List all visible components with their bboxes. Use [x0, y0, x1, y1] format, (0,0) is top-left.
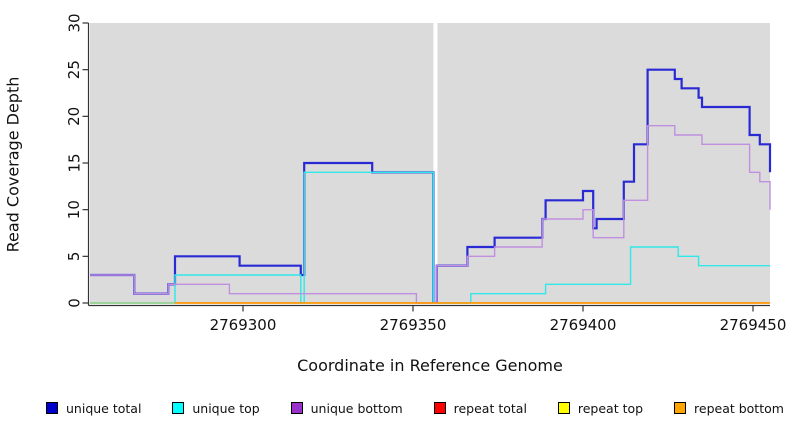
legend-item-unique-total: unique total — [46, 401, 141, 416]
x-axis-title: Coordinate in Reference Genome — [297, 356, 563, 375]
series-unique-bottom — [436, 125, 771, 303]
x-tick-label: 2769400 — [550, 316, 617, 334]
legend-item-repeat-total: repeat total — [433, 400, 527, 416]
unique-bottom-swatch — [290, 402, 303, 414]
y-tick-label: 30 — [65, 13, 83, 32]
unique-top-swatch — [172, 402, 185, 414]
y-tick-label: 0 — [65, 298, 83, 308]
legend-label: repeat total — [453, 400, 527, 416]
y-tick-label: 20 — [65, 107, 83, 126]
y-tick-label: 25 — [65, 60, 83, 79]
y-tick-label: 10 — [65, 200, 83, 219]
legend-label: unique bottom — [310, 400, 403, 416]
legend: unique total unique top unique bottom repea… — [46, 396, 784, 420]
legend-label: unique top — [192, 400, 260, 416]
y-tick-label: 5 — [65, 252, 83, 262]
repeat-bottom-swatch — [674, 402, 687, 414]
plot-panel — [90, 23, 770, 303]
y-tick-label: 15 — [65, 153, 83, 172]
legend-label: repeat top — [577, 400, 644, 416]
unique-total-swatch — [46, 402, 58, 414]
legend-label: repeat bottom — [694, 400, 784, 416]
legend-item-unique-bottom: unique bottom — [290, 400, 403, 416]
x-tick-label: 2769450 — [720, 316, 787, 334]
series-unique-total — [435, 68, 772, 303]
series-unique-top — [436, 246, 770, 304]
legend-item-unique-top: unique top — [172, 400, 260, 416]
legend-item-repeat-bottom: repeat bottom — [674, 401, 784, 416]
repeat-top-swatch — [557, 402, 570, 414]
legend-label: unique total — [66, 400, 142, 416]
x-tick-label: 2769350 — [380, 316, 447, 334]
repeat-total-swatch — [433, 402, 446, 414]
series-unique-bottom — [90, 274, 434, 304]
coverage-gap-band — [433, 23, 438, 302]
legend-item-repeat-top: repeat top — [557, 400, 644, 416]
y-axis-title: Read Coverage Depth — [3, 76, 23, 253]
x-tick-label: 2769300 — [210, 316, 277, 334]
